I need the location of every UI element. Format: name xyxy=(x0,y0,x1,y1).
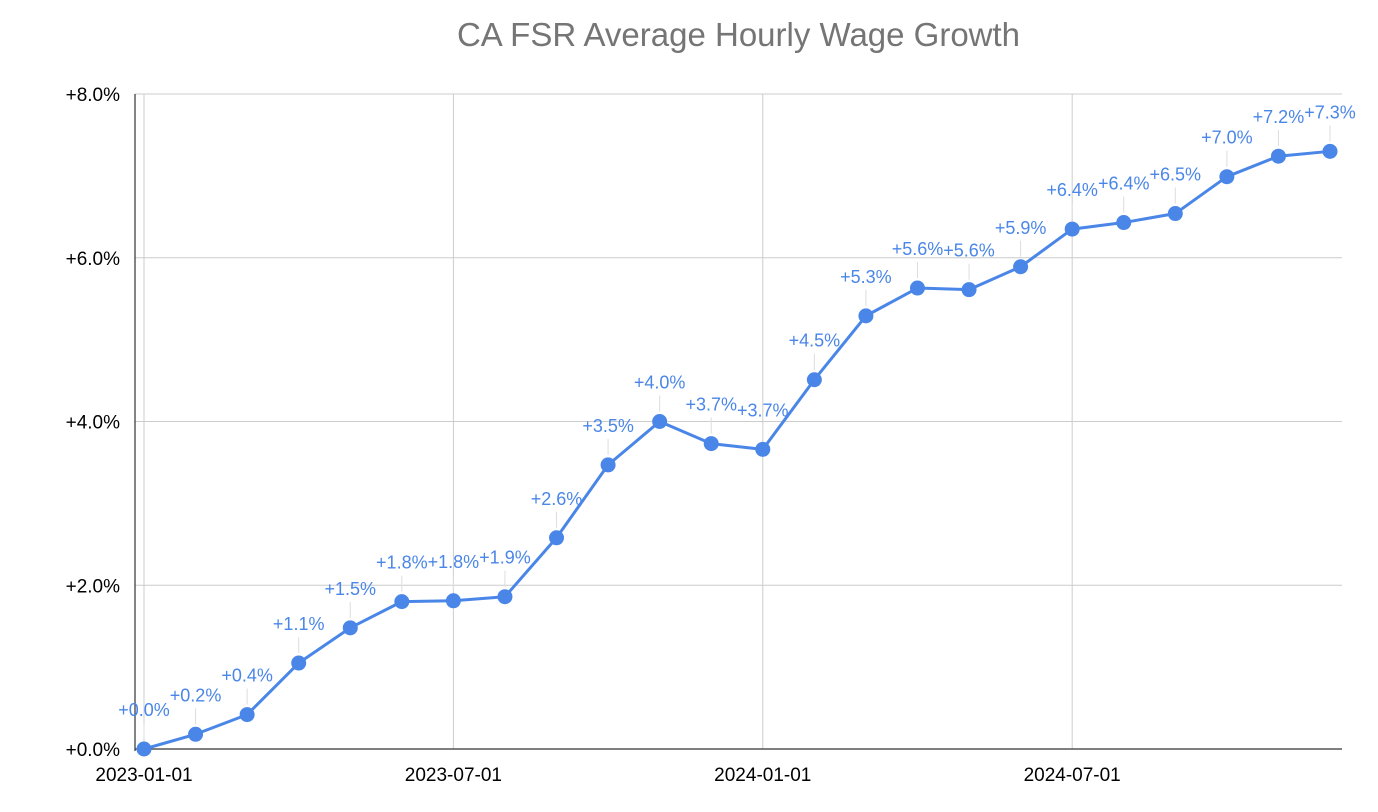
data-point xyxy=(1219,169,1235,185)
data-label: +0.4% xyxy=(221,666,273,686)
y-tick-label: +4.0% xyxy=(66,413,121,434)
data-point xyxy=(394,594,410,610)
data-point xyxy=(1322,143,1338,159)
data-point xyxy=(703,436,719,452)
series-wage-growth xyxy=(136,143,1338,757)
data-label: +1.9% xyxy=(479,548,531,568)
data-point xyxy=(652,414,668,429)
x-tick-label: 2024-01-01 xyxy=(714,765,811,786)
data-point xyxy=(1013,259,1029,275)
data-label: +2.6% xyxy=(531,489,583,509)
y-axis-tick-labels: +0.0% +2.0% +4.0% +6.0% +8.0% xyxy=(66,85,121,761)
data-label: +4.5% xyxy=(789,331,841,351)
x-axis-tick-labels: 2023-01-01 2023-07-01 2024-01-01 2024-07-01 xyxy=(95,765,1120,786)
data-label: +1.8% xyxy=(376,553,428,573)
data-point xyxy=(858,308,874,324)
data-label: +7.3% xyxy=(1304,102,1356,122)
data-point xyxy=(909,280,925,296)
data-label: +5.9% xyxy=(995,218,1047,238)
axes xyxy=(134,94,1342,751)
data-point xyxy=(136,741,152,757)
data-point xyxy=(342,620,358,636)
data-label: +7.2% xyxy=(1253,107,1305,127)
data-label: +3.7% xyxy=(685,395,737,415)
data-point xyxy=(445,593,461,609)
y-tick-label: +0.0% xyxy=(66,740,121,761)
data-label: +5.6% xyxy=(943,241,995,261)
data-point xyxy=(1270,148,1286,164)
data-point xyxy=(239,707,255,723)
data-point xyxy=(806,372,822,388)
data-point xyxy=(600,457,616,473)
chart-title: CA FSR Average Hourly Wage Growth xyxy=(457,16,1020,53)
data-label: +7.0% xyxy=(1201,128,1253,148)
data-label: +5.6% xyxy=(892,239,944,259)
data-point xyxy=(755,441,771,457)
data-label: +3.7% xyxy=(737,400,789,420)
x-tick-label: 2023-01-01 xyxy=(95,765,192,786)
data-point xyxy=(1167,206,1183,222)
y-tick-label: +6.0% xyxy=(66,249,121,270)
grid-lines xyxy=(135,93,1342,749)
series-line xyxy=(143,149,1331,751)
x-tick-label: 2024-07-01 xyxy=(1024,765,1121,786)
data-point xyxy=(961,282,977,298)
y-tick-label: +8.0% xyxy=(66,85,121,106)
data-label: +6.4% xyxy=(1098,174,1150,194)
data-point xyxy=(1116,215,1132,231)
data-labels: +0.0%+0.2%+0.4%+1.1%+1.5%+1.8% +1.8% +1.9%… xyxy=(118,102,1356,739)
data-label: +6.4% xyxy=(1046,180,1098,200)
data-label: +5.3% xyxy=(840,267,892,287)
x-tick-label: 2023-07-01 xyxy=(405,765,502,786)
y-tick-label: +2.0% xyxy=(66,576,121,597)
data-label: +3.5% xyxy=(582,416,634,436)
data-label: +0.0% xyxy=(118,700,170,720)
data-label: +1.1% xyxy=(273,614,325,634)
data-label: +1.5% xyxy=(324,579,376,599)
data-point xyxy=(291,655,307,671)
data-label: +4.0% xyxy=(634,373,686,393)
data-point xyxy=(1064,221,1080,237)
data-point xyxy=(549,530,565,546)
data-label: +1.8% xyxy=(428,552,480,572)
data-point xyxy=(188,726,204,742)
data-label: +6.5% xyxy=(1150,165,1202,185)
data-point xyxy=(497,589,513,605)
data-label: +0.2% xyxy=(170,685,222,705)
